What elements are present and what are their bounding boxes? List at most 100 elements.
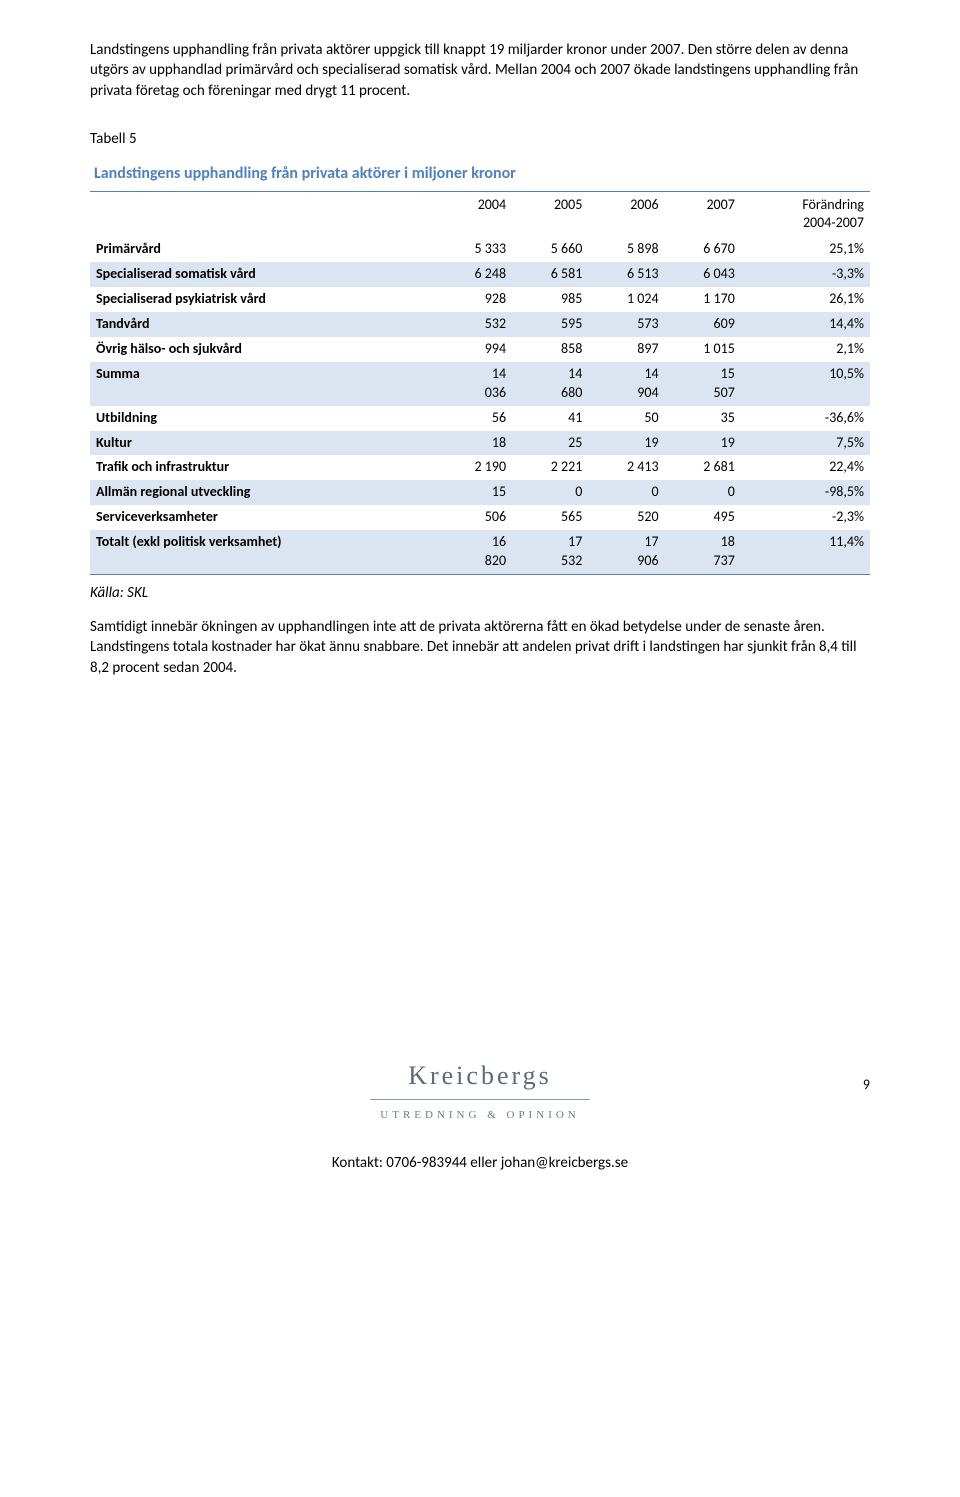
header-2004: 2004: [436, 191, 512, 237]
row-value: 520: [588, 505, 664, 530]
row-value: 41: [512, 406, 588, 431]
row-value: -36,6%: [741, 406, 870, 431]
table-row: Specialiserad psykiatrisk vård9289851 02…: [90, 287, 870, 312]
row-value: 495: [665, 505, 741, 530]
row-value: 15507: [665, 362, 741, 406]
contact-line: Kontakt: 0706-983944 eller johan@kreicbe…: [90, 1153, 870, 1173]
table-row: Utbildning56415035-36,6%: [90, 406, 870, 431]
row-label: Serviceverksamheter: [90, 505, 436, 530]
row-value: 19: [588, 431, 664, 456]
table-row: Serviceverksamheter506565520495-2,3%: [90, 505, 870, 530]
row-value: 25,1%: [741, 237, 870, 262]
row-value: 994: [436, 337, 512, 362]
table-header-row: 2004 2005 2006 2007 Förändring 2004-2007: [90, 191, 870, 237]
row-label: Primärvård: [90, 237, 436, 262]
table-title: Landstingens upphandling från privata ak…: [90, 159, 870, 191]
row-value: 14904: [588, 362, 664, 406]
row-value: 2 681: [665, 455, 741, 480]
row-value: 506: [436, 505, 512, 530]
intro-paragraph: Landstingens upphandling från privata ak…: [90, 40, 870, 101]
row-value: 532: [436, 312, 512, 337]
row-value: 14,4%: [741, 312, 870, 337]
row-label: Specialiserad somatisk vård: [90, 262, 436, 287]
table-row: Tandvård53259557360914,4%: [90, 312, 870, 337]
row-value: 6 581: [512, 262, 588, 287]
row-label: Totalt (exkl politisk verksamhet): [90, 530, 436, 574]
row-value: 50: [588, 406, 664, 431]
row-value: 2,1%: [741, 337, 870, 362]
row-value: 2 221: [512, 455, 588, 480]
row-label: Utbildning: [90, 406, 436, 431]
row-label: Tandvård: [90, 312, 436, 337]
table-row: Kultur182519197,5%: [90, 431, 870, 456]
row-value: 6 670: [665, 237, 741, 262]
row-value: 25: [512, 431, 588, 456]
row-value: 858: [512, 337, 588, 362]
row-value: 2 190: [436, 455, 512, 480]
table-row: Totalt (exkl politisk verksamhet)1682017…: [90, 530, 870, 574]
row-value: -2,3%: [741, 505, 870, 530]
header-empty: [90, 191, 436, 237]
table-row: Specialiserad somatisk vård6 2486 5816 5…: [90, 262, 870, 287]
row-value: 595: [512, 312, 588, 337]
row-value: 11,4%: [741, 530, 870, 574]
header-2005: 2005: [512, 191, 588, 237]
row-value: 22,4%: [741, 455, 870, 480]
header-change: Förändring 2004-2007: [741, 191, 870, 237]
row-value: 6 043: [665, 262, 741, 287]
row-value: 565: [512, 505, 588, 530]
header-2007: 2007: [665, 191, 741, 237]
table-source: Källa: SKL: [90, 583, 870, 603]
row-value: 15: [436, 480, 512, 505]
row-value: 14680: [512, 362, 588, 406]
row-label: Summa: [90, 362, 436, 406]
row-value: 1 015: [665, 337, 741, 362]
row-value: 928: [436, 287, 512, 312]
table-row: Summa1403614680149041550710,5%: [90, 362, 870, 406]
row-value: 985: [512, 287, 588, 312]
table-row: Övrig hälso- och sjukvård9948588971 0152…: [90, 337, 870, 362]
row-value: 10,5%: [741, 362, 870, 406]
closing-paragraph: Samtidigt innebär ökningen av upphandlin…: [90, 617, 870, 678]
row-value: 5 898: [588, 237, 664, 262]
row-label: Trafik och infrastruktur: [90, 455, 436, 480]
table-label: Tabell 5: [90, 129, 870, 149]
row-value: 17532: [512, 530, 588, 574]
row-value: 14036: [436, 362, 512, 406]
row-label: Specialiserad psykiatrisk vård: [90, 287, 436, 312]
row-value: 56: [436, 406, 512, 431]
row-value: 7,5%: [741, 431, 870, 456]
row-value: 0: [665, 480, 741, 505]
row-value: 0: [512, 480, 588, 505]
row-value: -3,3%: [741, 262, 870, 287]
row-value: -98,5%: [741, 480, 870, 505]
table-row: Primärvård5 3335 6605 8986 67025,1%: [90, 237, 870, 262]
logo-name: Kreicbergs: [90, 1058, 870, 1093]
row-value: 18737: [665, 530, 741, 574]
row-value: 1 024: [588, 287, 664, 312]
row-value: 897: [588, 337, 664, 362]
logo-divider: [370, 1099, 590, 1100]
row-value: 2 413: [588, 455, 664, 480]
header-2006: 2006: [588, 191, 664, 237]
row-value: 5 660: [512, 237, 588, 262]
row-value: 18: [436, 431, 512, 456]
row-value: 17906: [588, 530, 664, 574]
table-row: Trafik och infrastruktur2 1902 2212 4132…: [90, 455, 870, 480]
row-value: 573: [588, 312, 664, 337]
row-value: 609: [665, 312, 741, 337]
row-label: Allmän regional utveckling: [90, 480, 436, 505]
row-value: 0: [588, 480, 664, 505]
row-value: 16820: [436, 530, 512, 574]
logo-subtitle: UTREDNING & OPINION: [90, 1108, 870, 1123]
row-value: 19: [665, 431, 741, 456]
row-value: 1 170: [665, 287, 741, 312]
page-number: 9: [863, 1076, 870, 1095]
table-row: Allmän regional utveckling15000-98,5%: [90, 480, 870, 505]
procurement-table: Landstingens upphandling från privata ak…: [90, 159, 870, 575]
row-label: Övrig hälso- och sjukvård: [90, 337, 436, 362]
page-footer: 9 Kreicbergs UTREDNING & OPINION Kontakt…: [90, 1058, 870, 1173]
row-value: 26,1%: [741, 287, 870, 312]
row-value: 35: [665, 406, 741, 431]
row-label: Kultur: [90, 431, 436, 456]
